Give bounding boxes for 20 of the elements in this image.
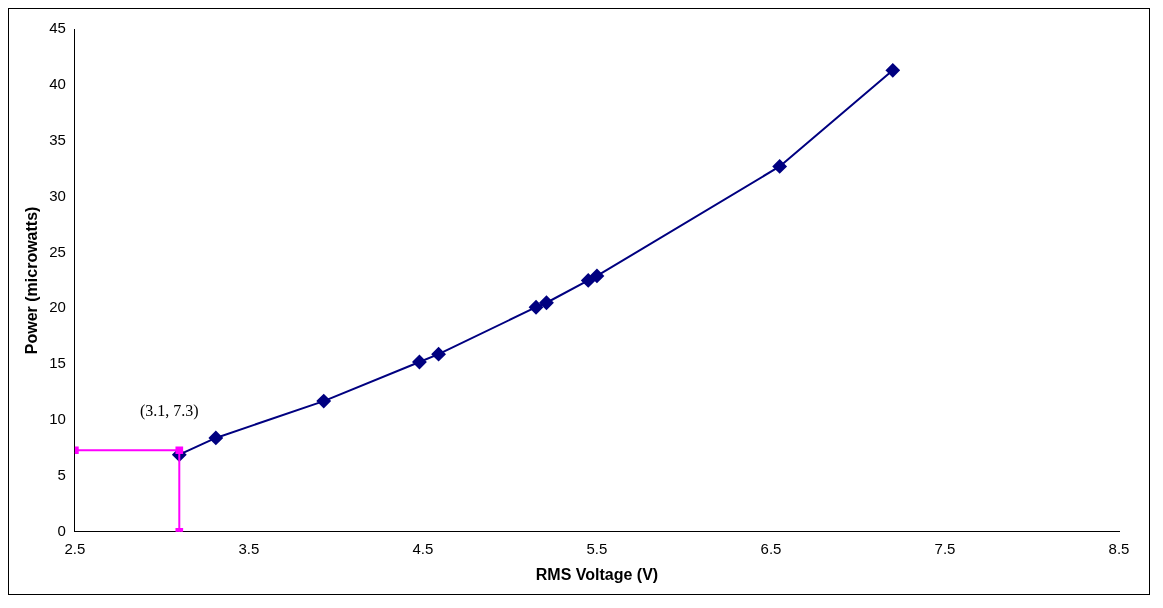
y-tick-label: 25 <box>49 242 66 260</box>
y-tick-label: 35 <box>49 130 66 148</box>
y-tick-label: 20 <box>49 298 66 316</box>
x-axis-title: RMS Voltage (V) <box>535 565 659 583</box>
y-tick-label: 5 <box>57 466 66 484</box>
y-tick-label: 10 <box>49 410 66 428</box>
y-axis-title: Power (microwatts) <box>23 206 41 355</box>
x-tick-label: 2.5 <box>64 539 86 557</box>
annotation: (3.1, 7.3) <box>139 402 199 421</box>
y-tick-label: 45 <box>49 19 66 37</box>
x-tick-label: 3.5 <box>238 539 260 557</box>
x-tick-label: 4.5 <box>412 539 434 557</box>
y-tick-label: 0 <box>57 521 66 539</box>
y-tick-label: 30 <box>49 186 66 204</box>
y-tick-label: 15 <box>49 354 66 372</box>
x-tick-label: 6.5 <box>760 539 782 557</box>
x-tick-label: 8.5 <box>1108 539 1130 557</box>
x-tick-label: 7.5 <box>934 539 956 557</box>
x-tick-label: 5.5 <box>586 539 608 557</box>
y-tick-label: 40 <box>49 75 66 93</box>
